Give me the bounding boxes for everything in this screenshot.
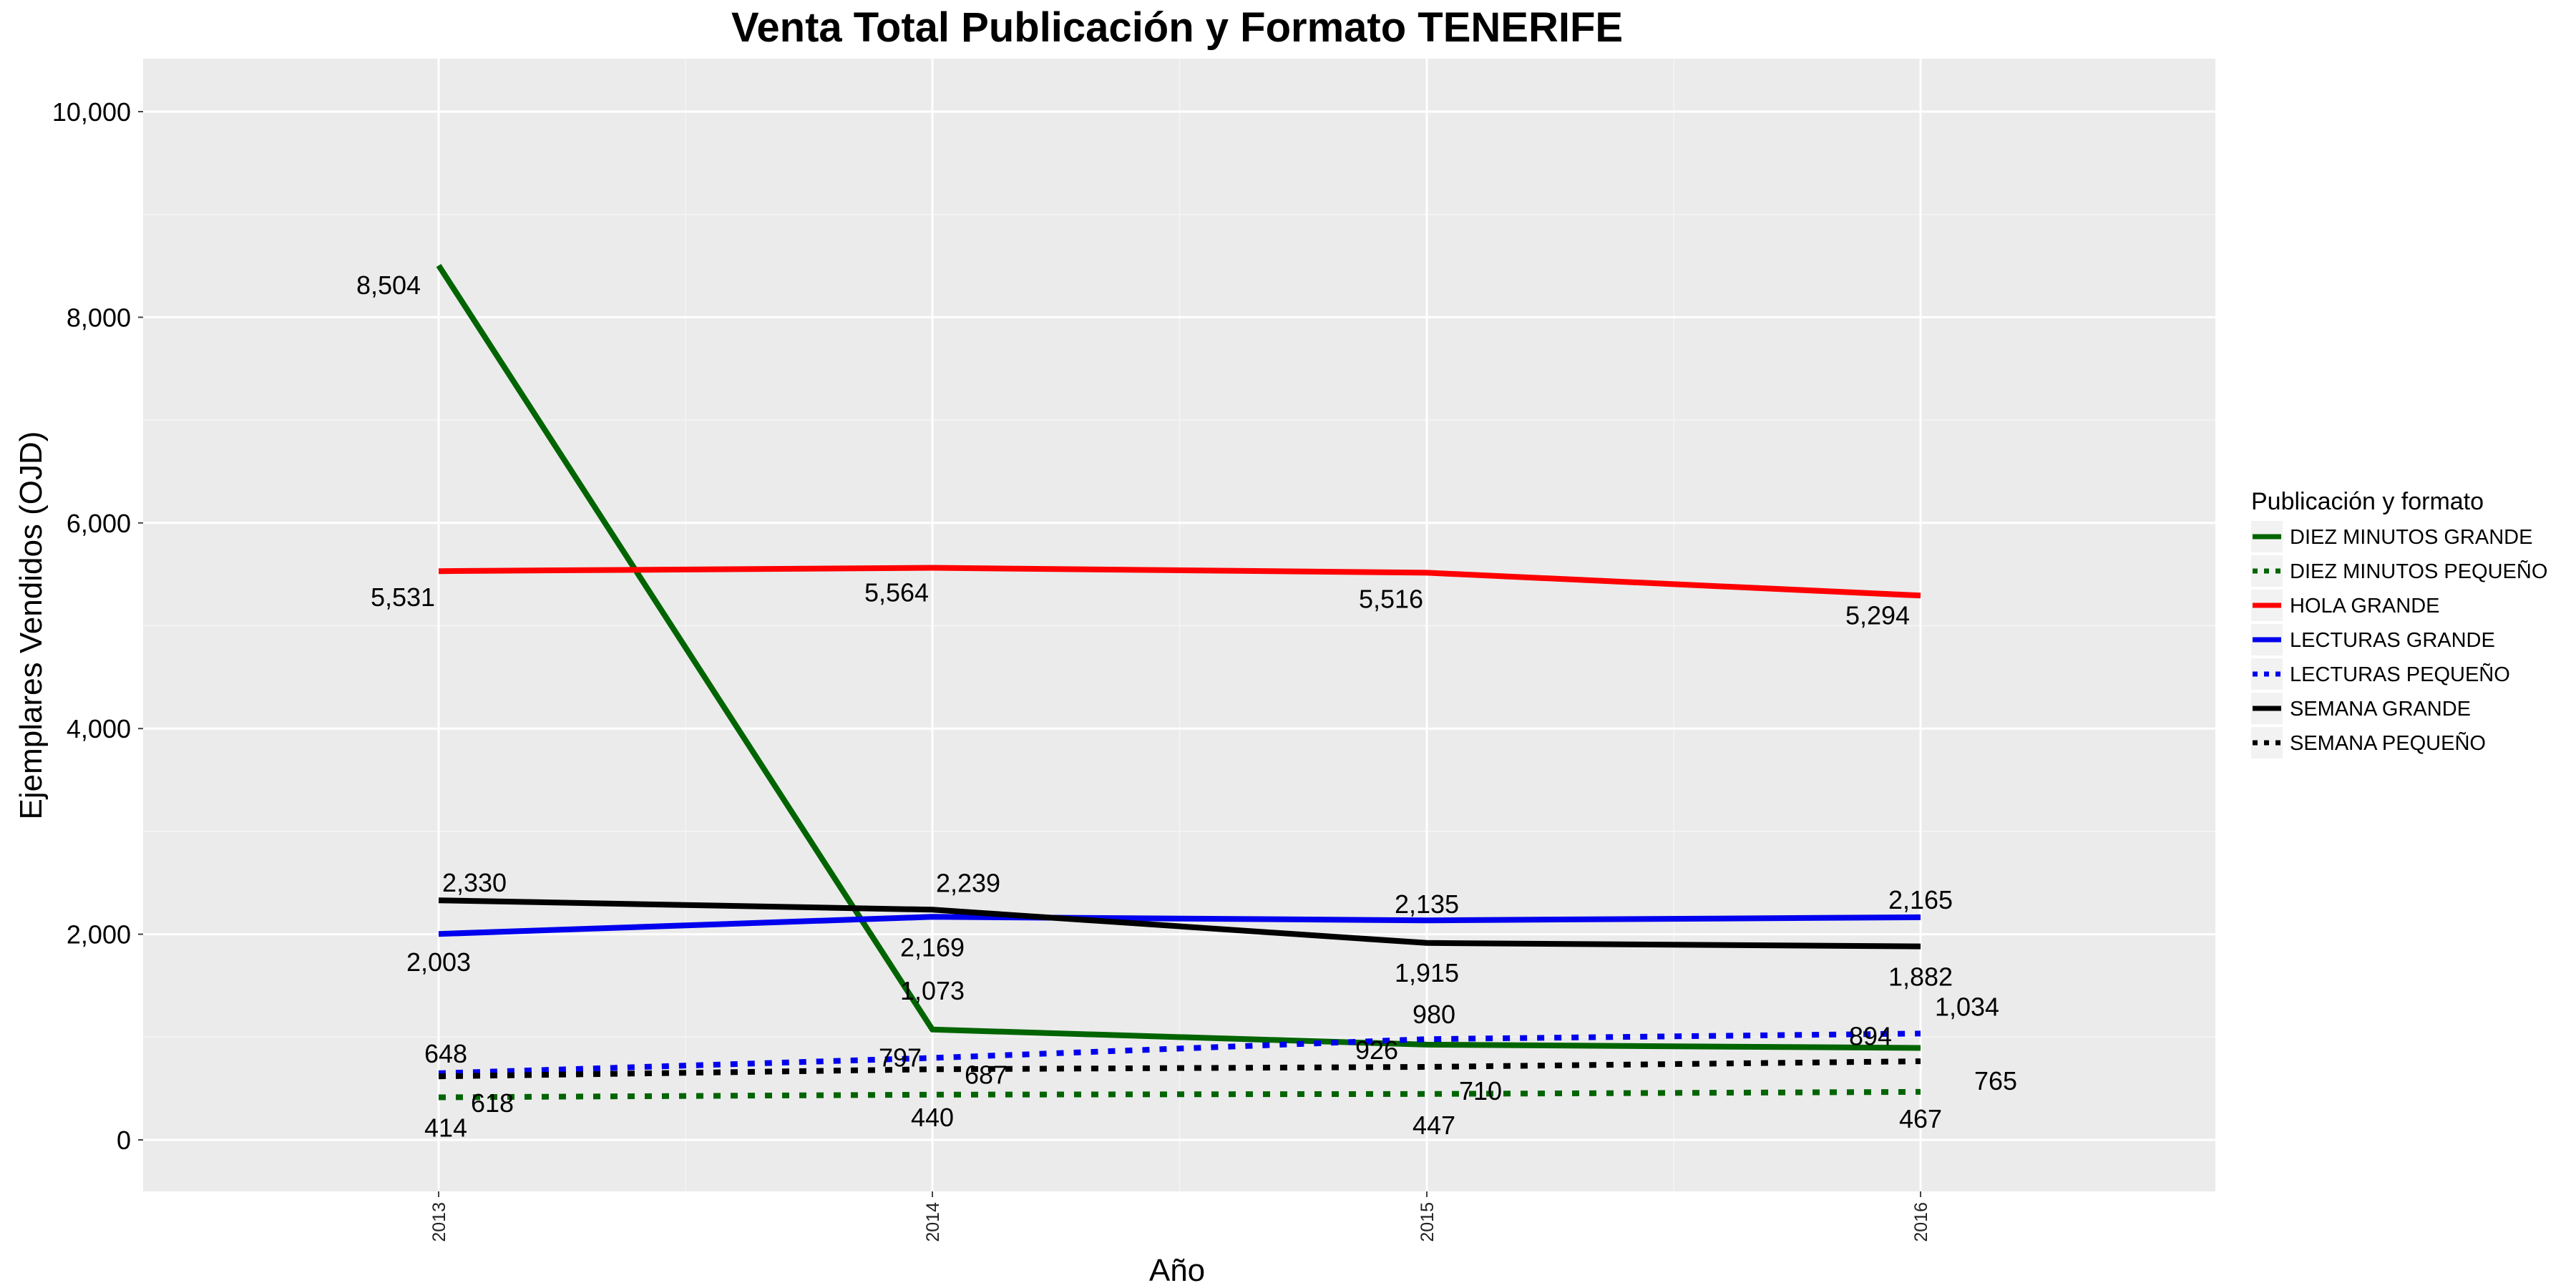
- data-label: 797: [879, 1043, 922, 1072]
- x-tick-label: 2014: [923, 1202, 943, 1242]
- x-tick-label: 2013: [429, 1202, 449, 1242]
- series-line: [438, 565, 1921, 599]
- data-label: 467: [1899, 1104, 1942, 1133]
- data-label: 5,294: [1845, 600, 1910, 630]
- data-label: 414: [424, 1113, 467, 1143]
- y-tick-label: 10,000: [52, 97, 131, 127]
- legend: Publicación y formato DIEZ MINUTOS GRAND…: [2251, 488, 2547, 758]
- legend-label: DIEZ MINUTOS PEQUEÑO: [2290, 559, 2547, 583]
- y-axis: 0 2,000 4,000 6,000 8,000 10,000: [52, 97, 143, 1155]
- data-label: 5,531: [371, 582, 435, 612]
- data-label: 2,330: [442, 868, 507, 897]
- data-label: 765: [1974, 1066, 2017, 1096]
- x-axis: 2013 2014 2015 2016: [429, 1191, 1931, 1242]
- legend-label: HOLA GRANDE: [2290, 595, 2440, 618]
- data-label: 8,504: [356, 270, 421, 300]
- series-line: [438, 1030, 1921, 1076]
- y-tick-label: 4,000: [67, 714, 131, 743]
- legend-label: LECTURAS PEQUEÑO: [2290, 662, 2510, 686]
- legend-label: SEMANA PEQUEÑO: [2290, 731, 2486, 755]
- data-label: 894: [1849, 1022, 1892, 1051]
- legend-label: LECTURAS GRANDE: [2290, 629, 2495, 652]
- series-line: [438, 914, 1921, 937]
- data-label: 1,915: [1395, 958, 1459, 987]
- y-tick-label: 6,000: [67, 509, 131, 538]
- data-label: 447: [1413, 1111, 1455, 1140]
- legend-label: SEMANA GRANDE: [2290, 698, 2471, 721]
- series-line: [438, 1058, 1921, 1080]
- data-label: 2,135: [1395, 889, 1459, 919]
- data-label: 687: [965, 1060, 1008, 1089]
- data-label: 2,169: [900, 932, 965, 962]
- series-line: [438, 1088, 1921, 1101]
- data-label: 2,165: [1888, 885, 1953, 914]
- data-label: 5,564: [864, 577, 929, 607]
- x-tick-label: 2015: [1418, 1202, 1438, 1242]
- data-label: 618: [471, 1088, 514, 1118]
- series-line: [438, 897, 1921, 950]
- y-tick-label: 8,000: [67, 303, 131, 332]
- legend-label: DIEZ MINUTOS GRANDE: [2290, 526, 2532, 549]
- series-line: [436, 263, 1921, 1051]
- data-label: 710: [1459, 1076, 1502, 1106]
- data-label: 1,034: [1935, 992, 1999, 1021]
- data-label: 980: [1413, 1000, 1455, 1029]
- data-labels: 8,504 1,073 926 894 414 440 447 467 5,531 5,564 5,…: [356, 270, 2017, 1143]
- x-axis-title: Año: [1149, 1253, 1205, 1288]
- data-label: 2,003: [406, 947, 471, 977]
- legend-title: Publicación y formato: [2251, 488, 2484, 515]
- y-tick-label: 0: [117, 1126, 131, 1155]
- data-label: 926: [1355, 1035, 1398, 1065]
- data-label: 440: [911, 1103, 954, 1132]
- data-label: 2,239: [936, 868, 1000, 897]
- x-tick-label: 2016: [1911, 1202, 1931, 1242]
- data-label: 648: [424, 1039, 467, 1068]
- grid-lines: [143, 59, 2215, 1191]
- series-lines: [436, 263, 1921, 1101]
- y-tick-label: 2,000: [67, 920, 131, 950]
- data-label: 1,073: [900, 976, 965, 1005]
- y-axis-title: Ejemplares Vendidos (OJD): [14, 431, 49, 820]
- data-label: 1,882: [1888, 962, 1953, 992]
- chart-title: Venta Total Publicación y Formato TENERI…: [731, 4, 1623, 51]
- data-label: 5,516: [1359, 584, 1423, 613]
